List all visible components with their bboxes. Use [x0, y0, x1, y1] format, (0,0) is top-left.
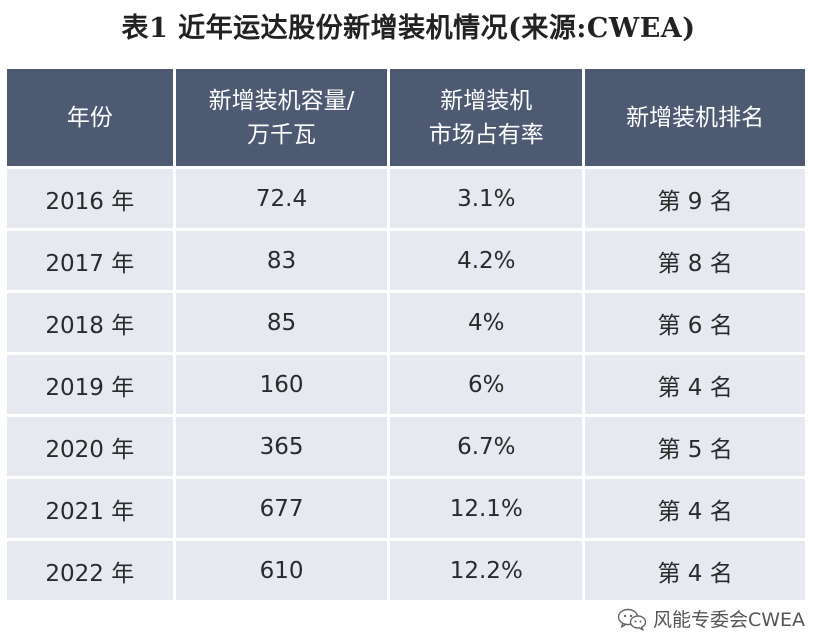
cell-capacity: 83 — [175, 231, 388, 290]
header-capacity-line-2: 万千瓦 — [247, 121, 317, 148]
header-rank-line: 新增装机排名 — [626, 104, 765, 131]
header-capacity-line-1: 新增装机容量/ — [208, 87, 355, 114]
cell-capacity: 85 — [175, 293, 388, 352]
cell-year: 2018 年 — [7, 293, 173, 352]
cell-rank: 第 4 名 — [585, 541, 805, 600]
cell-market-share: 6% — [390, 355, 583, 414]
table-row: 2019 年 160 6% 第 4 名 — [7, 355, 805, 414]
table-row: 2022 年 610 12.2% 第 4 名 — [7, 541, 805, 600]
cell-year: 2017 年 — [7, 231, 173, 290]
cell-rank: 第 8 名 — [585, 231, 805, 290]
cell-market-share: 6.7% — [390, 417, 583, 476]
cell-capacity: 160 — [175, 355, 388, 414]
cell-year: 2016 年 — [7, 169, 173, 228]
cell-rank: 第 9 名 — [585, 169, 805, 228]
cell-rank: 第 4 名 — [585, 479, 805, 538]
cell-rank: 第 4 名 — [585, 355, 805, 414]
cell-year: 2019 年 — [7, 355, 173, 414]
cell-capacity: 610 — [175, 541, 388, 600]
cell-rank: 第 5 名 — [585, 417, 805, 476]
header-market-share-line-1: 新增装机 — [440, 87, 533, 114]
table-row: 2017 年 83 4.2% 第 8 名 — [7, 231, 805, 290]
header-market-share: 新增装机 市场占有率 — [390, 69, 583, 166]
header-market-share-line-2: 市场占有率 — [428, 121, 544, 148]
installation-table: 年份 新增装机容量/ 万千瓦 新增装机 市场占有率 新增装机排名 2016 年 … — [4, 66, 808, 603]
wechat-icon — [617, 608, 647, 631]
cell-rank: 第 6 名 — [585, 293, 805, 352]
cell-year: 2022 年 — [7, 541, 173, 600]
cell-capacity: 677 — [175, 479, 388, 538]
header-rank: 新增装机排名 — [585, 69, 805, 166]
cell-year: 2021 年 — [7, 479, 173, 538]
table-title: 表1 近年运达股份新增装机情况(来源:CWEA) — [121, 13, 696, 44]
cell-market-share: 4% — [390, 293, 583, 352]
table-row: 2018 年 85 4% 第 6 名 — [7, 293, 805, 352]
table-row: 2020 年 365 6.7% 第 5 名 — [7, 417, 805, 476]
cell-market-share: 3.1% — [390, 169, 583, 228]
cell-year: 2020 年 — [7, 417, 173, 476]
cell-capacity: 72.4 — [175, 169, 388, 228]
header-row: 年份 新增装机容量/ 万千瓦 新增装机 市场占有率 新增装机排名 — [7, 69, 805, 166]
header-year: 年份 — [7, 69, 173, 166]
cell-market-share: 4.2% — [390, 231, 583, 290]
cell-market-share: 12.2% — [390, 541, 583, 600]
table-row: 2021 年 677 12.1% 第 4 名 — [7, 479, 805, 538]
cell-capacity: 365 — [175, 417, 388, 476]
source-text: 风能专委会CWEA — [652, 609, 805, 631]
header-year-line: 年份 — [66, 104, 113, 131]
table-row: 2016 年 72.4 3.1% 第 9 名 — [7, 169, 805, 228]
cell-market-share: 12.1% — [390, 479, 583, 538]
source-watermark: 风能专委会CWEA — [617, 605, 805, 632]
header-capacity: 新增装机容量/ 万千瓦 — [175, 69, 388, 166]
